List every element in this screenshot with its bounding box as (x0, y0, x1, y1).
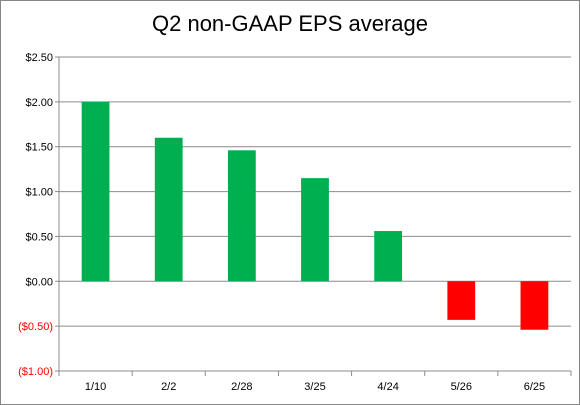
y-tick-label: $1.50 (25, 142, 53, 154)
y-tick-label: $2.50 (25, 52, 53, 64)
y-tick-label: $1.00 (25, 187, 53, 199)
y-tick-label: $0.00 (25, 276, 53, 288)
y-tick-label: $2.00 (25, 97, 53, 109)
bars (81, 101, 549, 330)
x-tick-label: 2/28 (231, 381, 252, 393)
x-tick-label: 2/2 (161, 381, 176, 393)
bar-2-2 (154, 137, 183, 282)
chart-title: Q2 non-GAAP EPS average (152, 11, 428, 36)
tick-labels: $2.50 $2.00 $1.50 $1.00 $0.50 $0.00 ($0.50) ($1… (18, 52, 545, 393)
bar-4-24 (374, 231, 403, 282)
x-tick-label: 5/26 (451, 381, 472, 393)
x-tick-label: 1/10 (85, 381, 106, 393)
axes (55, 56, 572, 376)
y-tick-label: $0.50 (25, 231, 53, 243)
y-tick-label: ($1.00) (18, 366, 53, 378)
x-tick-label: 3/25 (304, 381, 325, 393)
bar-3-25 (301, 178, 329, 282)
bar-1-10 (81, 101, 110, 282)
bar-5-26 (447, 281, 476, 320)
y-tick-label: ($0.50) (18, 321, 53, 333)
x-tick-label: 4/24 (377, 381, 398, 393)
bar-2-28 (227, 150, 256, 282)
x-tick-label: 6/25 (524, 381, 545, 393)
bar-6-25 (520, 281, 549, 330)
